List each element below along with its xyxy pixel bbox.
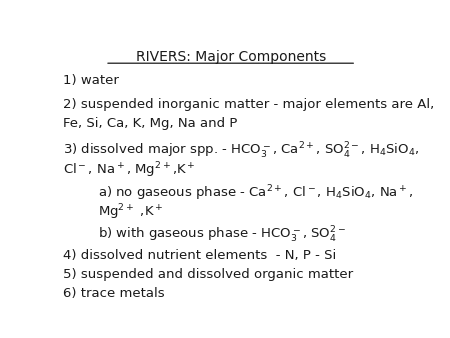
Text: $\mathrm{Mg^{2+}}$ ,$\mathrm{K^+}$: $\mathrm{Mg^{2+}}$ ,$\mathrm{K^+}$ bbox=[98, 202, 163, 222]
Text: $\mathrm{Cl^-}$, $\mathrm{Na^+}$, $\mathrm{Mg^{2+}}$,$\mathrm{K^+}$: $\mathrm{Cl^-}$, $\mathrm{Na^+}$, $\math… bbox=[63, 160, 196, 180]
Text: 2) suspended inorganic matter - major elements are Al,: 2) suspended inorganic matter - major el… bbox=[63, 98, 435, 111]
Text: a) no gaseous phase - $\mathrm{Ca^{2+}}$, $\mathrm{Cl^-}$, $\mathrm{H_4SiO_4}$, : a) no gaseous phase - $\mathrm{Ca^{2+}}$… bbox=[98, 184, 414, 203]
Text: b) with gaseous phase - $\mathrm{HCO_3^-}$, $\mathrm{SO_4^{2-}}$: b) with gaseous phase - $\mathrm{HCO_3^-… bbox=[98, 225, 346, 245]
Text: RIVERS: Major Components: RIVERS: Major Components bbox=[135, 50, 326, 64]
Text: 3) dissolved major spp. - $\mathrm{HCO_3^-}$, $\mathrm{Ca^{2+}}$, $\mathrm{SO_4^: 3) dissolved major spp. - $\mathrm{HCO_3… bbox=[63, 141, 419, 161]
Text: Fe, Si, Ca, K, Mg, Na and P: Fe, Si, Ca, K, Mg, Na and P bbox=[63, 117, 238, 129]
Text: 4) dissolved nutrient elements  - N, P - Si: 4) dissolved nutrient elements - N, P - … bbox=[63, 249, 337, 262]
Text: 5) suspended and dissolved organic matter: 5) suspended and dissolved organic matte… bbox=[63, 268, 353, 281]
Text: 6) trace metals: 6) trace metals bbox=[63, 287, 165, 300]
Text: 1) water: 1) water bbox=[63, 74, 119, 88]
